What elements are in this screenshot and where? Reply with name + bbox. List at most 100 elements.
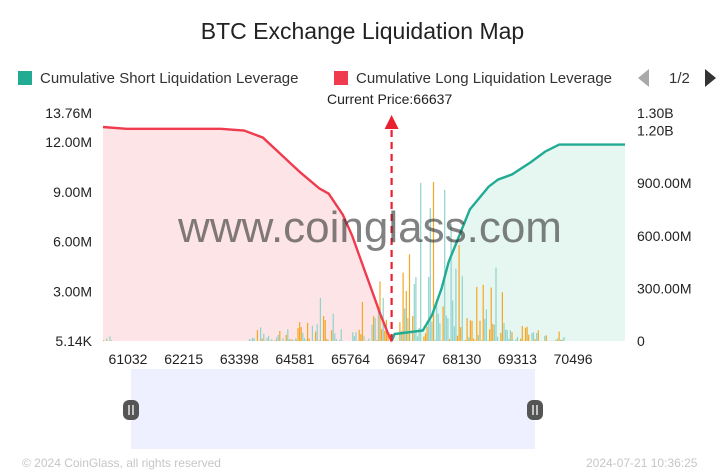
liquidation-bar (381, 329, 383, 341)
liquidation-bar (444, 190, 446, 341)
x-axis-tick: 70496 (554, 351, 593, 367)
liquidation-bar (448, 339, 451, 341)
liquidation-bar (327, 340, 329, 341)
long-area-fill (103, 127, 392, 341)
liquidation-bar (520, 338, 522, 341)
right-axis-tick: 600.00M (637, 228, 691, 244)
zoom-slider (123, 369, 543, 449)
liquidation-bar (476, 286, 478, 341)
liquidation-bar (423, 336, 425, 341)
liquidation-bar (413, 284, 415, 341)
liquidation-bar (307, 322, 309, 341)
liquidation-bar (484, 318, 486, 341)
liquidation-bar (515, 339, 517, 341)
liquidation-bar (331, 330, 333, 341)
liquidation-bar (305, 339, 307, 341)
liquidation-bar (368, 338, 370, 341)
watermark-text: www.coinglass.com (177, 203, 562, 252)
liquidation-bar (415, 277, 417, 341)
left-axis-tick: 5.14K (55, 333, 92, 349)
liquidation-bar (405, 291, 407, 341)
liquidation-bar (560, 339, 562, 341)
right-axis-tick: 1.30B (637, 105, 674, 121)
right-axis-tick: 300.00M (637, 280, 691, 296)
liquidation-bar (311, 325, 313, 341)
liquidation-bar (407, 318, 409, 341)
liquidation-bar (106, 338, 108, 341)
liquidation-bar (300, 327, 302, 341)
liquidation-bar (302, 332, 304, 341)
liquidation-bar (477, 335, 479, 341)
pager-text: 1/2 (669, 69, 690, 87)
liquidation-bar (387, 334, 389, 341)
liquidation-bar (109, 336, 111, 341)
right-axis-tick: 0 (637, 333, 645, 349)
current-price-arrow-icon (384, 115, 399, 129)
liquidation-bar (563, 337, 565, 341)
liquidation-bar (464, 340, 467, 341)
liquidation-bar (402, 272, 404, 341)
liquidation-bar (260, 327, 262, 341)
liquidation-bar (531, 333, 533, 341)
left-axis-tick: 9.00M (53, 184, 92, 200)
liquidation-bar (358, 329, 360, 341)
left-axis-tick: 3.00M (53, 283, 92, 299)
liquidation-bar (418, 327, 420, 341)
liquidation-bar (335, 339, 337, 341)
legend-label-short: Cumulative Short Liquidation Leverage (40, 69, 299, 87)
liquidation-bar (384, 331, 386, 341)
liquidation-bar (299, 322, 301, 341)
liquidation-bar (361, 302, 363, 341)
x-axis-tick: 61032 (109, 351, 148, 367)
liquidation-bar (471, 320, 473, 341)
liquidation-bar (360, 334, 362, 341)
liquidation-bar (497, 336, 499, 341)
legend-item-short[interactable]: Cumulative Short Liquidation Leverage (18, 68, 299, 88)
liquidation-bar (371, 324, 373, 341)
liquidation-bar (416, 336, 419, 341)
liquidation-bar (287, 329, 289, 341)
liquidation-bar (545, 335, 547, 341)
legend-label-long: Cumulative Long Liquidation Leverage (356, 69, 613, 87)
legend-swatch-short (18, 71, 32, 85)
liquidation-bar (256, 330, 258, 341)
right-axis-tick: 900.00M (637, 175, 691, 191)
liquidation-bar (558, 331, 560, 341)
liquidation-bar (285, 334, 287, 341)
liquidation-bar (315, 331, 317, 341)
liquidation-bar (355, 332, 357, 341)
liquidation-bar (339, 340, 341, 341)
liquidation-bar (248, 339, 250, 341)
liquidation-bar (487, 340, 489, 341)
zoom-handle-left[interactable] (123, 400, 139, 420)
liquidation-bar (526, 326, 528, 341)
liquidation-bar (501, 292, 503, 341)
pager-prev-icon[interactable] (638, 69, 649, 87)
liquidation-bar (429, 208, 431, 341)
liquidation-bar (442, 306, 444, 341)
liquidation-bar (323, 316, 325, 341)
zoom-slider-window[interactable] (131, 369, 535, 449)
liquidation-bar (103, 340, 105, 341)
pager-next-icon[interactable] (704, 69, 716, 87)
liquidation-bar (537, 330, 539, 341)
liquidation-bar (276, 337, 278, 341)
left-axis-tick: 13.76M (45, 105, 92, 121)
liquidation-bar (400, 330, 403, 341)
liquidation-bar (374, 318, 376, 341)
legend-item-long[interactable]: Cumulative Long Liquidation Leverage (334, 68, 626, 88)
liquidation-bar (460, 327, 462, 341)
liquidation-bar (288, 339, 290, 341)
x-axis-tick: 62215 (164, 351, 203, 367)
liquidation-bar (445, 315, 447, 341)
liquidation-bar (544, 335, 546, 341)
liquidation-bar (452, 300, 454, 341)
liquidation-bar (466, 318, 468, 341)
liquidation-bar (453, 326, 455, 341)
zoom-handle-right[interactable] (527, 400, 543, 420)
liquidation-bar (490, 287, 492, 341)
x-axis-tick: 68130 (442, 351, 481, 367)
liquidation-bar (408, 254, 411, 341)
liquidation-bar (252, 337, 254, 341)
